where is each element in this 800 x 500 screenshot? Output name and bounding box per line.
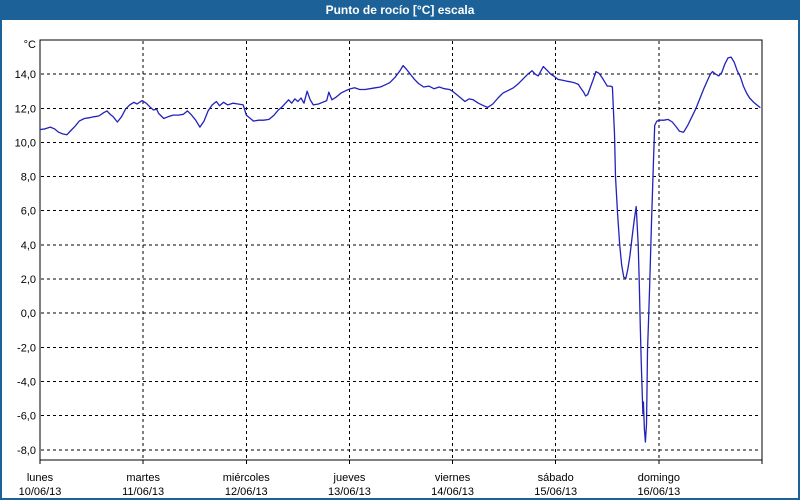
y-axis-unit-label: °C: [24, 39, 36, 51]
page-title: Punto de rocío [°C] escala: [325, 3, 475, 17]
x-date-label: 13/06/13: [328, 486, 371, 498]
y-tick-label: 4,0: [21, 240, 36, 252]
title-bar: Punto de rocío [°C] escala: [0, 0, 800, 20]
x-day-label: domingo: [638, 472, 680, 484]
x-date-label: 12/06/13: [225, 486, 268, 498]
x-day-label: miércoles: [223, 472, 271, 484]
x-day-label: sábado: [538, 472, 574, 484]
y-tick-label: -4,0: [17, 376, 36, 388]
plot-border: [39, 39, 763, 461]
y-tick-label: -6,0: [17, 411, 36, 423]
series-line-dew-point: [39, 56, 761, 443]
x-day-label: jueves: [333, 472, 366, 484]
y-tick-label: -8,0: [17, 445, 36, 457]
x-date-label: 10/06/13: [19, 486, 62, 498]
y-tick-label: -2,0: [17, 342, 36, 354]
x-date-label: 14/06/13: [431, 486, 474, 498]
y-tick-label: 10,0: [15, 137, 36, 149]
x-date-label: 15/06/13: [534, 486, 577, 498]
x-date-label: 16/06/13: [637, 486, 680, 498]
y-tick-label: 8,0: [21, 172, 36, 184]
y-tick-label: 14,0: [15, 69, 36, 81]
y-tick-label: 0,0: [21, 308, 36, 320]
x-day-label: lunes: [27, 472, 54, 484]
y-tick-label: 2,0: [21, 274, 36, 286]
x-day-label: viernes: [435, 472, 471, 484]
y-tick-label: 12,0: [15, 103, 36, 115]
y-tick-label: 6,0: [21, 206, 36, 218]
x-day-label: martes: [126, 472, 160, 484]
x-date-label: 11/06/13: [122, 486, 164, 498]
